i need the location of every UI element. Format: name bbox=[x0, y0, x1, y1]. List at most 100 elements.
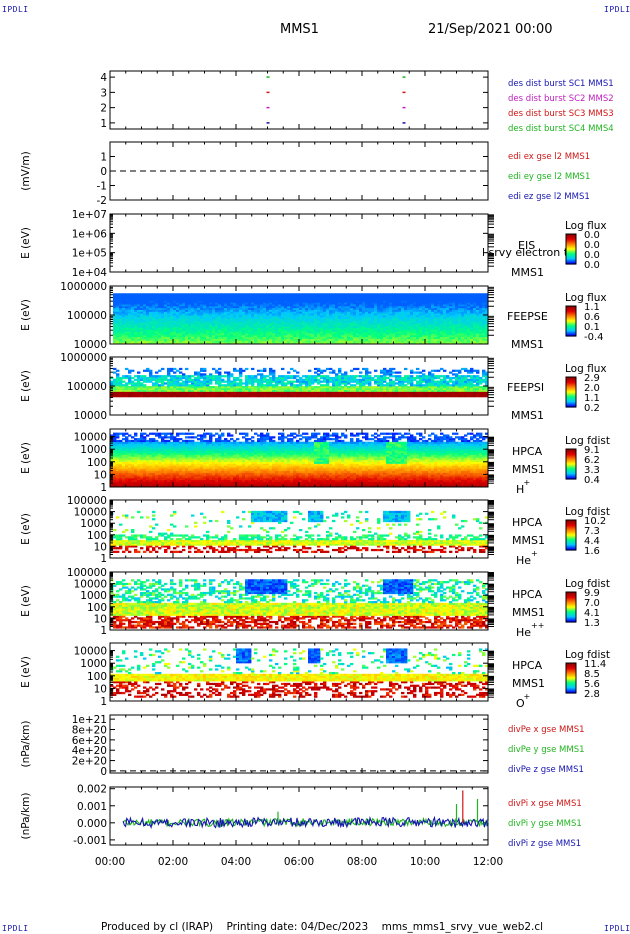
feepse-cell bbox=[386, 313, 390, 316]
feepse-cell bbox=[275, 304, 279, 307]
feepse-cell bbox=[332, 320, 336, 323]
feepse-cell bbox=[371, 315, 375, 318]
feepse-cell bbox=[239, 327, 243, 330]
feepse-cell bbox=[206, 329, 210, 332]
feepse-cell bbox=[293, 296, 297, 300]
feepsi-cell bbox=[329, 367, 333, 371]
feepse-cell bbox=[278, 296, 282, 300]
feepse-cell bbox=[293, 320, 297, 323]
feepse-cell bbox=[128, 313, 132, 316]
feepse-cell bbox=[326, 318, 330, 321]
feepse-cell bbox=[380, 300, 384, 303]
feepse-cell bbox=[173, 295, 177, 298]
feepse-cell bbox=[248, 316, 252, 320]
feepse-cell bbox=[296, 313, 300, 316]
feepse-cell bbox=[377, 300, 381, 303]
feepsi-cell bbox=[338, 375, 342, 378]
feepse-cell bbox=[116, 296, 120, 300]
feepse-cell bbox=[332, 329, 336, 332]
feepse-cell bbox=[206, 305, 210, 309]
feepse-cell bbox=[365, 309, 369, 312]
feepse-cell bbox=[137, 324, 141, 327]
feepse-cell bbox=[371, 313, 375, 316]
feepse-cell bbox=[266, 340, 270, 343]
feepse-cell bbox=[173, 307, 177, 310]
feepse-cell bbox=[275, 342, 279, 345]
feepse-cell bbox=[377, 327, 381, 330]
feepse-cell bbox=[374, 316, 378, 320]
feepse-cell bbox=[263, 342, 267, 345]
feepse-cell bbox=[281, 300, 285, 303]
feepse-cell bbox=[176, 336, 180, 339]
feepse-cell bbox=[134, 295, 138, 298]
feepse-cell bbox=[290, 331, 294, 334]
feepsi-cell bbox=[140, 382, 144, 385]
feepse-cell bbox=[299, 324, 303, 327]
feepse-cell bbox=[179, 333, 183, 336]
feepse-cell bbox=[347, 336, 351, 339]
feepse-cell bbox=[356, 302, 360, 305]
feepse-cell bbox=[245, 307, 249, 310]
feepse-cell bbox=[113, 307, 117, 310]
feepse-cell bbox=[347, 316, 351, 320]
feepse-cell bbox=[194, 307, 198, 310]
feepse-cell bbox=[200, 300, 204, 303]
feepse-cell bbox=[326, 340, 330, 343]
feepse-cell bbox=[266, 324, 270, 327]
feepse-cell bbox=[320, 333, 324, 336]
feepse-cell bbox=[332, 315, 336, 318]
feepsi-cell bbox=[359, 375, 363, 378]
eis-colorbar-segment bbox=[566, 251, 576, 253]
feepse-cell bbox=[197, 311, 201, 314]
feepse-cell bbox=[191, 322, 195, 325]
efield-y-tick-label: 1 bbox=[100, 152, 107, 164]
feepsi-cell bbox=[173, 367, 177, 371]
feepse-cell bbox=[344, 325, 348, 329]
feepse-cell bbox=[125, 315, 129, 318]
feepse-cell bbox=[194, 333, 198, 336]
feepse-cell bbox=[302, 322, 306, 325]
feepse-cell bbox=[254, 333, 258, 336]
feepse-cell bbox=[245, 293, 249, 296]
feepse-cell bbox=[347, 295, 351, 298]
feepse-cell bbox=[131, 295, 135, 298]
feepse-cell bbox=[134, 324, 138, 327]
feepse-cell bbox=[338, 336, 342, 339]
feepse-cell bbox=[179, 302, 183, 305]
feepse-cell bbox=[122, 329, 126, 332]
feepse-cell bbox=[242, 311, 246, 314]
feepse-cell bbox=[269, 300, 273, 303]
feepse-cell bbox=[113, 336, 117, 339]
feepse-cell bbox=[311, 333, 315, 336]
feepsi-cell bbox=[284, 382, 288, 385]
feepsi-cell bbox=[317, 373, 321, 376]
feepse-cell bbox=[251, 342, 255, 345]
feepse-cell bbox=[314, 293, 318, 296]
feepse-cell bbox=[314, 304, 318, 307]
feepse-cell bbox=[362, 334, 366, 338]
feepse-cell bbox=[332, 327, 336, 330]
feepse-cell bbox=[209, 293, 213, 296]
feepse-cell bbox=[338, 318, 342, 321]
feepse-cell bbox=[293, 322, 297, 325]
feepse-cell bbox=[386, 311, 390, 314]
feepse-cell bbox=[305, 302, 309, 305]
feepse-cell bbox=[374, 334, 378, 338]
feepsi-cell bbox=[287, 380, 291, 383]
feepse-cell bbox=[227, 296, 231, 300]
feepse-cell bbox=[122, 293, 126, 296]
feepse-cell bbox=[362, 293, 366, 296]
feepse-cell bbox=[320, 293, 324, 296]
feepse-cell bbox=[302, 316, 306, 320]
feepse-cell bbox=[329, 315, 333, 318]
feepse-cell bbox=[131, 300, 135, 303]
feepse-cell bbox=[191, 295, 195, 298]
feepse-cell bbox=[341, 305, 345, 309]
feepse-cell bbox=[260, 307, 264, 310]
feepse-cell bbox=[281, 316, 285, 320]
feepse-cell bbox=[260, 309, 264, 312]
feepse-cell bbox=[389, 298, 393, 301]
feepse-cell bbox=[224, 320, 228, 323]
feepse-cell bbox=[194, 315, 198, 318]
feepse-cell bbox=[206, 333, 210, 336]
